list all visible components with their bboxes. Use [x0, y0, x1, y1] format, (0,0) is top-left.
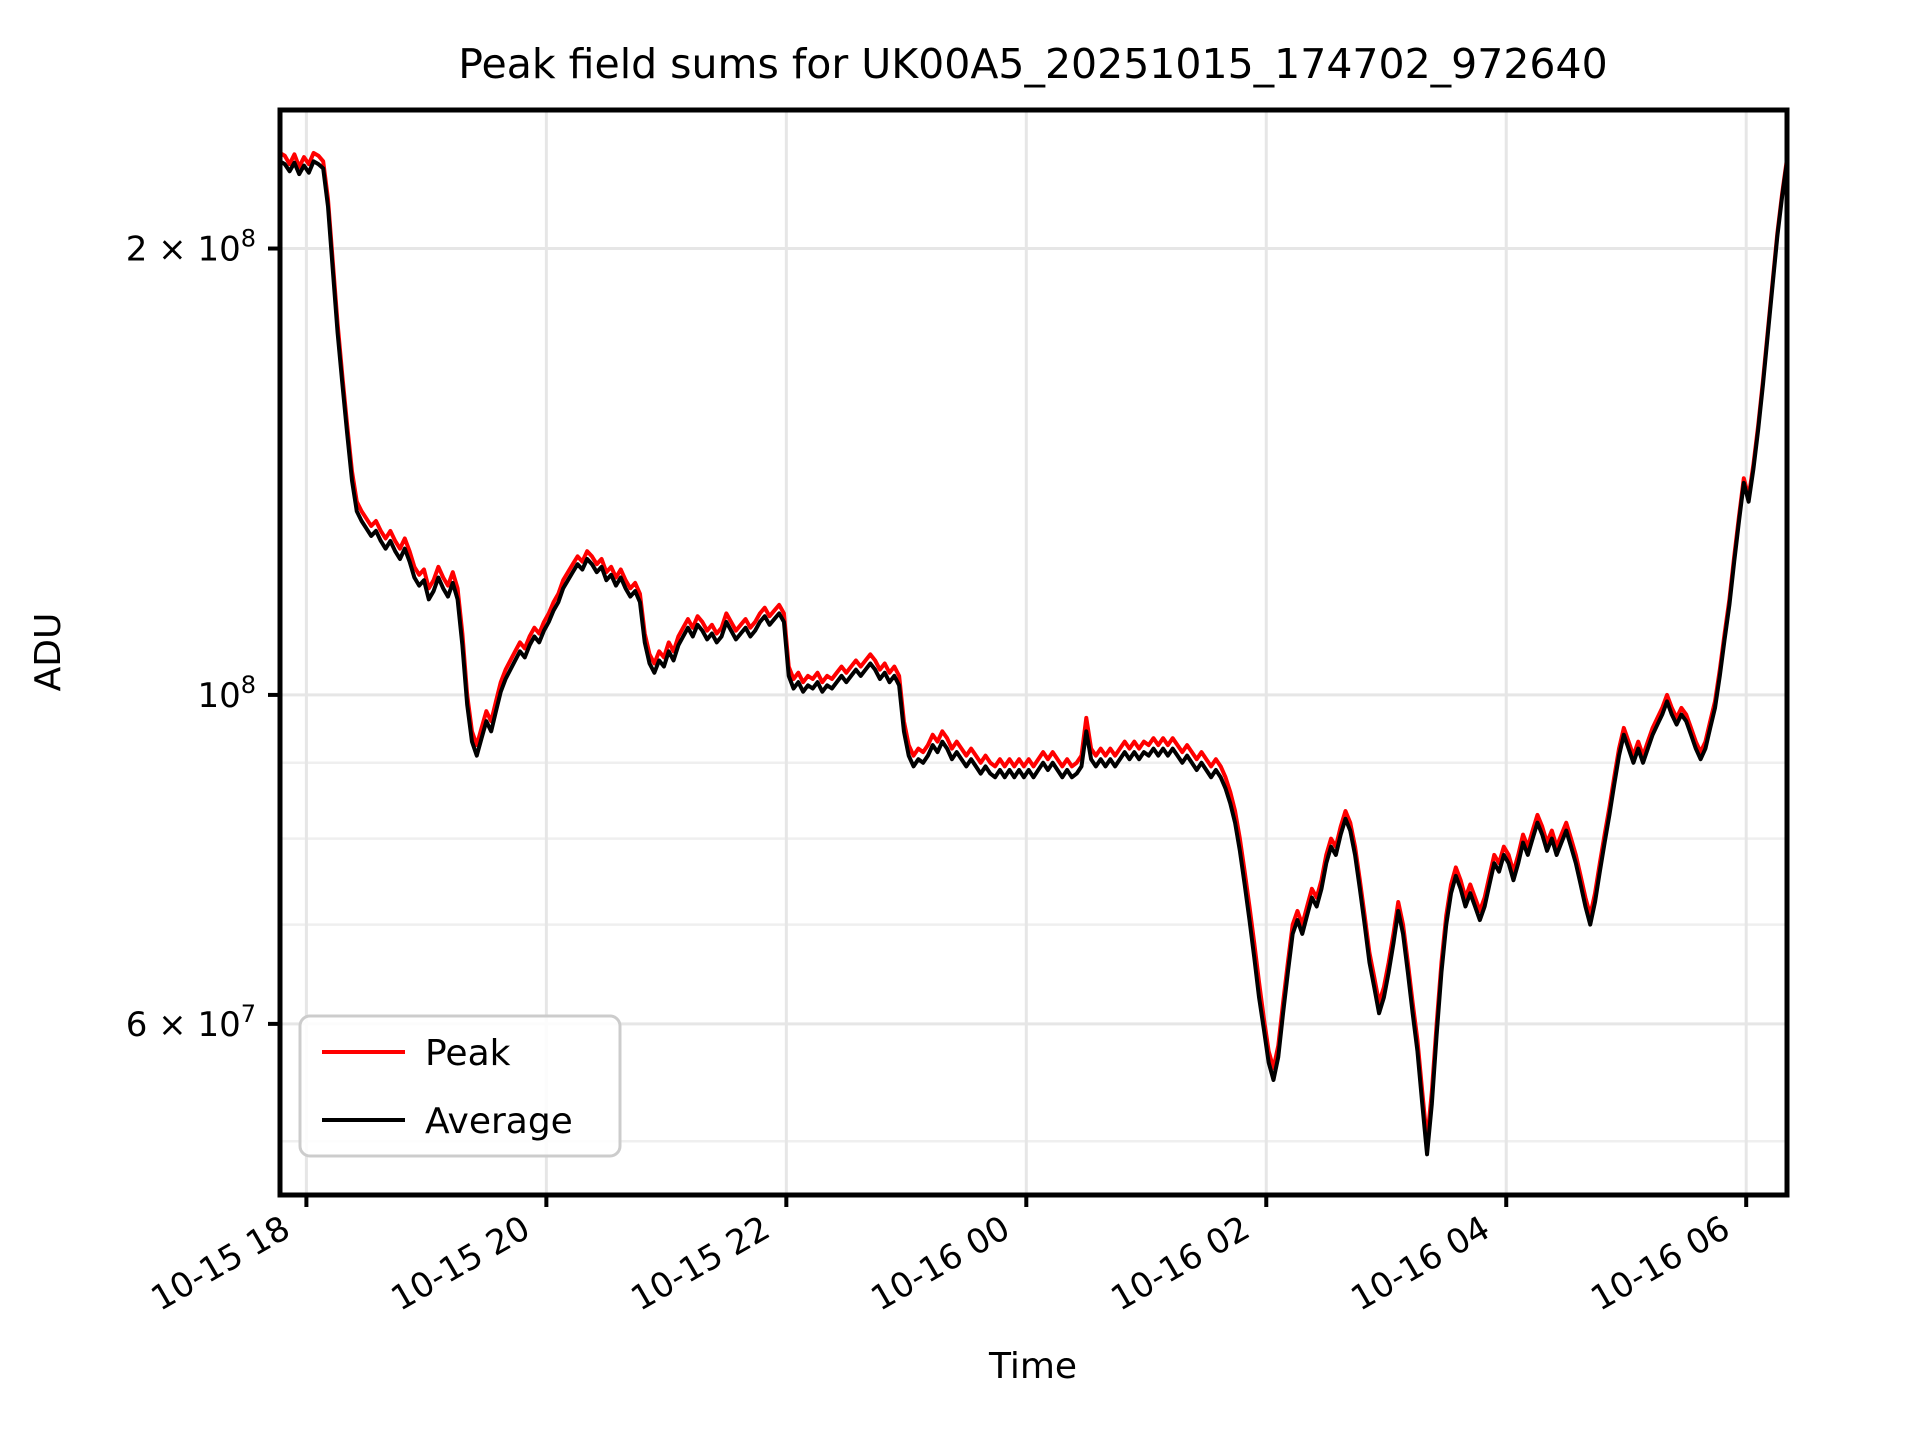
- chart-legend[interactable]: Peak Average: [298, 1014, 622, 1158]
- tick-marks: [268, 246, 1749, 1207]
- y-axis-label: ADU: [28, 613, 69, 692]
- axes-frame: [277, 107, 1790, 1198]
- y-tick-labels: 2 × 108 108 6 × 107: [126, 225, 256, 1045]
- data-series: [280, 150, 1787, 1157]
- chart-title: Peak field sums for UK00A5_20251015_1747…: [458, 40, 1607, 88]
- legend-label-peak: Peak: [425, 1033, 511, 1074]
- series-line-peak: [280, 150, 1787, 1144]
- x-axis-label: Time: [988, 1346, 1077, 1387]
- y-tick-label: 6 × 107: [126, 1000, 256, 1045]
- series-line-average: [280, 159, 1787, 1157]
- y-tick-label: 2 × 108: [126, 225, 256, 270]
- legend-label-average: Average: [425, 1101, 573, 1142]
- y-tick-label: 108: [197, 671, 256, 716]
